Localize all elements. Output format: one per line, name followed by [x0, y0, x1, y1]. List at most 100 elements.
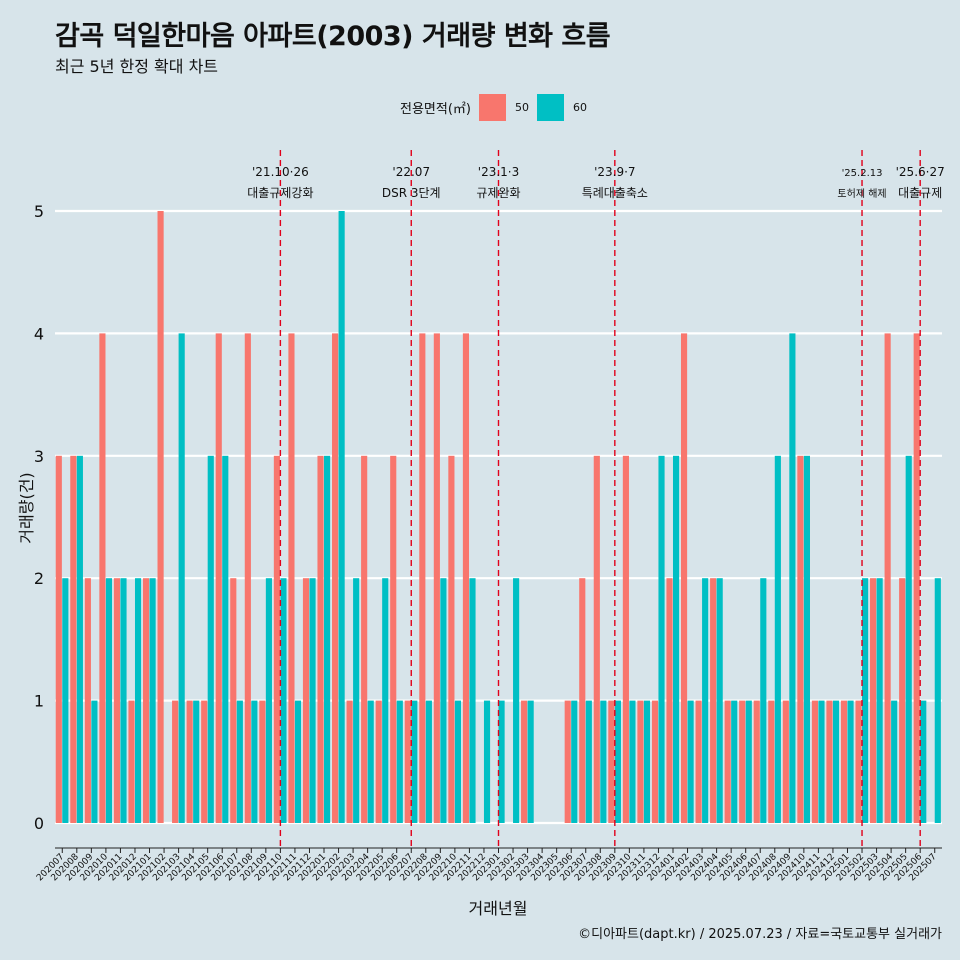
event-date-202301: '23.1·3	[478, 165, 519, 179]
y-tick-label: 5	[34, 202, 44, 221]
bar-50-202410	[797, 455, 804, 823]
bar-50-202204	[361, 455, 368, 823]
bar-60-202209	[440, 578, 447, 823]
bar-60-202110	[280, 578, 287, 823]
bar-50-202502	[855, 700, 862, 823]
bar-50-202405	[724, 700, 731, 823]
bar-50-202008	[70, 455, 77, 823]
bar-60-202503	[876, 578, 883, 823]
bar-60-202202	[338, 211, 345, 823]
bar-60-202505	[905, 455, 912, 823]
bar-50-202312	[651, 700, 659, 823]
bar-60-202311	[643, 700, 651, 823]
bar-50-202412	[826, 700, 833, 823]
bar-60-202404	[716, 578, 723, 823]
bar-50-202012	[128, 700, 135, 823]
bar-50-202207	[404, 700, 411, 823]
bar-50-202503	[870, 578, 877, 823]
bar-60-202411	[818, 700, 825, 823]
bar-60-202405	[731, 700, 738, 823]
bar-60-202409	[789, 333, 796, 823]
bar-50-202009	[84, 578, 91, 823]
event-label-202110: 대출규제강화	[247, 186, 313, 200]
y-tick-label: 3	[34, 447, 44, 466]
bar-50-202403	[695, 700, 702, 823]
bar-60-202301	[498, 700, 505, 823]
bar-50-202311	[637, 700, 644, 823]
bar-50-202105	[201, 700, 208, 823]
bar-60-202308	[600, 700, 607, 823]
bar-60-202204	[367, 700, 374, 823]
bar-50-202103	[172, 700, 179, 823]
bar-60-202402	[687, 700, 694, 823]
y-axis: 0 1 2 3 4 5	[34, 202, 44, 833]
event-annotations: '21.10·26 대출규제강화 '22.07 DSR 3단계 '23.1·3 규제완화 '…	[247, 165, 944, 200]
y-tick-label: 4	[34, 324, 44, 343]
bar-50-202210	[448, 455, 455, 823]
bar-60-202201	[324, 455, 331, 823]
legend-label-60: 60	[572, 100, 587, 114]
bar-50-202506	[913, 333, 920, 823]
bar-60-202307	[585, 700, 592, 823]
legend-swatch-60	[536, 93, 564, 121]
bar-60-202203	[353, 578, 360, 823]
bar-60-202112	[309, 578, 316, 823]
bar-50-202501	[840, 700, 848, 823]
bar-60-202109	[265, 578, 272, 823]
bar-50-202411	[811, 700, 818, 823]
bar-50-202407	[753, 700, 760, 823]
bar-60-202410	[803, 455, 810, 823]
bar-50-202504	[884, 333, 891, 823]
event-date-202110: '21.10·26	[252, 165, 309, 179]
bar-60-202401	[672, 455, 680, 823]
bar-60-202207	[411, 700, 418, 823]
bar-60-202104	[193, 700, 200, 823]
bar-60-202504	[891, 700, 898, 823]
bar-60-202012	[134, 578, 142, 823]
event-date-202506: '25.6·27	[896, 165, 945, 179]
event-date-202502: '25.2.13	[842, 168, 883, 179]
bar-50-202208	[419, 333, 426, 823]
y-tick-label: 1	[34, 692, 44, 711]
bar-60-202009	[91, 700, 98, 823]
bar-50-202406	[739, 700, 746, 823]
bar-50-202110	[273, 455, 280, 823]
bar-60-202210	[454, 700, 462, 823]
bar-50-202112	[302, 578, 310, 823]
bar-50-202108	[244, 333, 251, 823]
chart-subtitle: 최근 5년 한정 확대 차트	[55, 57, 219, 76]
legend: 전용면적(㎡) 50 60	[400, 93, 587, 121]
bar-60-202208	[425, 700, 432, 823]
bar-60-202403	[702, 578, 709, 823]
bar-60-202206	[396, 700, 403, 823]
bar-60-202007	[62, 578, 69, 823]
event-label-202301: 규제완화	[476, 186, 520, 200]
bar-60-202312	[658, 455, 665, 823]
bar-60-202306	[571, 700, 578, 823]
bar-60-202408	[774, 455, 781, 823]
bar-60-202101	[149, 578, 156, 823]
bar-60-202506	[920, 700, 927, 823]
bar-50-202205	[375, 700, 382, 823]
bar-50-202203	[346, 700, 353, 823]
bar-60-202211	[469, 578, 476, 823]
bar-50-202209	[433, 333, 440, 823]
bars	[55, 211, 941, 823]
bar-50-202409	[782, 700, 789, 823]
y-tick-label: 2	[34, 569, 44, 588]
legend-label-50: 50	[514, 100, 529, 114]
bar-50-202109	[259, 700, 266, 823]
bar-60-202008	[76, 455, 83, 823]
bar-60-202111	[294, 700, 302, 823]
event-lines	[279, 150, 921, 848]
bar-50-202102	[157, 211, 164, 823]
bar-50-202106	[215, 333, 222, 823]
bar-50-202202	[332, 333, 339, 823]
bar-60-202103	[178, 333, 185, 823]
bar-60-202309	[614, 700, 621, 823]
bar-60-202501	[847, 700, 854, 823]
bar-50-202402	[680, 333, 688, 823]
bar-60-202310	[629, 700, 636, 823]
bar-60-202406	[745, 700, 752, 823]
bar-60-202106	[222, 455, 229, 823]
